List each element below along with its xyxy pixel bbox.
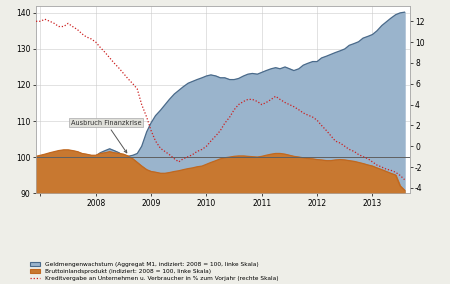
Legend: Geldmengenwachstum (Aggregat M1, indiziert: 2008 = 100, linke Skala), Bruttoinla: Geldmengenwachstum (Aggregat M1, indizie… xyxy=(30,262,279,281)
Text: Ausbruch Finanzkrise: Ausbruch Finanzkrise xyxy=(71,120,141,153)
